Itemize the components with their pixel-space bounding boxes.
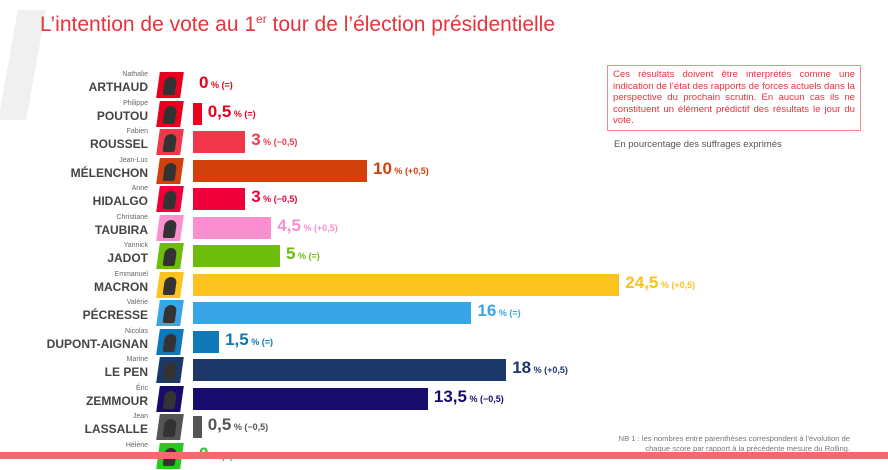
candidate-first-name: Anne	[131, 185, 148, 192]
candidate-photo	[156, 129, 184, 155]
candidate-photo	[156, 186, 184, 212]
candidate-first-name: Philippe	[123, 99, 148, 107]
data-label: 24,5 % (+0,5)	[625, 272, 696, 292]
candidate-last-name: ROUSSEL	[89, 137, 148, 151]
bar	[193, 387, 428, 410]
data-label: 1,5 % (=)	[225, 329, 273, 349]
page-title: L’intention de vote au 1er tour de l’éle…	[40, 12, 556, 36]
disclaimer-box: Ces résultats doivent être interprétés c…	[607, 65, 861, 131]
candidate-photo	[156, 357, 184, 383]
bar	[193, 359, 507, 381]
candidate-first-name: Fabien	[126, 128, 148, 135]
bar	[193, 245, 280, 267]
candidate-first-name: Valérie	[126, 299, 148, 306]
bar-row: Jean LASSALLE 0,5 % (−0,5)	[0, 413, 888, 441]
subtitle: En pourcentage des suffrages exprimés	[614, 139, 782, 150]
candidate-last-name: PÉCRESSE	[82, 308, 148, 322]
candidate-last-name: JADOT	[107, 251, 148, 265]
candidate-first-name: Emmanuel	[114, 270, 148, 278]
candidate-last-name: POUTOU	[96, 108, 148, 123]
candidate-first-name: Jean	[132, 413, 148, 420]
candidate-photo	[156, 271, 184, 298]
bar-row: Emmanuel MACRON 24,5 % (+0,5)	[0, 271, 888, 299]
candidate-photo	[156, 414, 184, 440]
data-label: 3 % (−0,5)	[251, 187, 298, 206]
candidate-last-name: ARTHAUD	[88, 80, 148, 94]
candidate-photo	[156, 157, 184, 184]
data-label: 13,5 % (−0,5)	[433, 386, 504, 406]
candidate-first-name: Nathalie	[122, 71, 148, 78]
bar-row: Éric ZEMMOUR 13,5 % (−0,5)	[0, 385, 888, 413]
candidate-photo	[156, 385, 184, 412]
data-label: 5 % (=)	[286, 244, 320, 263]
candidate-photo	[156, 328, 184, 355]
bar	[193, 188, 246, 210]
bar-row: Jean-Luc MÉLENCHON 10 % (+0,5)	[0, 157, 888, 185]
candidate-first-name: Marine	[126, 356, 148, 363]
bar-row: Christiane TAUBIRA 4,5 % (+0,5)	[0, 214, 888, 242]
bar-row: Fabien ROUSSEL 3 % (−0,5)	[0, 128, 888, 156]
candidate-photo	[156, 243, 184, 269]
data-label: 4,5 % (+0,5)	[277, 215, 338, 235]
candidate-last-name: LASSALLE	[84, 422, 148, 436]
candidate-last-name: DUPONT-AIGNAN	[46, 336, 148, 351]
bar-row: Yannick JADOT 5 % (=)	[0, 242, 888, 270]
bar-row: Valérie PÉCRESSE 16 % (=)	[0, 299, 888, 327]
footnote: NB 1 : les nombres entre parenthèses cor…	[618, 434, 850, 453]
bar-row: Nathalie ARTHAUD 0 % (=)	[0, 71, 888, 99]
data-label: 0 % (=)	[199, 73, 233, 92]
candidate-photo	[156, 100, 184, 127]
candidate-first-name: Nicolas	[125, 327, 148, 335]
data-label: 10 % (+0,5)	[373, 158, 429, 178]
bar	[193, 330, 220, 353]
bar	[193, 416, 202, 438]
candidate-last-name: HIDALGO	[92, 194, 148, 208]
bar	[193, 216, 272, 239]
bar	[193, 159, 367, 182]
candidate-first-name: Yannick	[123, 242, 148, 249]
bar-row: Anne HIDALGO 3 % (−0,5)	[0, 185, 888, 213]
footer-band	[0, 452, 888, 459]
candidate-photo	[156, 214, 184, 241]
candidate-last-name: ZEMMOUR	[86, 393, 148, 408]
data-label: 3 % (−0,5)	[251, 130, 298, 149]
candidate-photo	[156, 72, 184, 98]
data-label: 0,5 % (=)	[207, 101, 256, 121]
bar	[193, 302, 472, 324]
candidate-last-name: LE PEN	[104, 365, 148, 379]
candidate-first-name: Christiane	[116, 213, 148, 221]
candidate-first-name: Jean-Luc	[119, 156, 148, 164]
candidate-last-name: MÉLENCHON	[70, 165, 148, 180]
data-label: 0,5 % (−0,5)	[207, 415, 269, 434]
data-label: 16 % (=)	[477, 301, 521, 320]
bar	[193, 131, 246, 153]
bar-row: Philippe POUTOU 0,5 % (=)	[0, 100, 888, 128]
candidate-last-name: TAUBIRA	[94, 222, 148, 237]
candidate-first-name: Éric	[135, 384, 148, 392]
bar	[193, 273, 620, 296]
bar-row: Nicolas DUPONT-AIGNAN 1,5 % (=)	[0, 328, 888, 356]
candidate-first-name: Hélène	[125, 441, 148, 449]
bar-row: Marine LE PEN 18 % (+0,5)	[0, 356, 888, 384]
candidate-last-name: MACRON	[94, 279, 148, 294]
data-label: 18 % (+0,5)	[512, 358, 568, 377]
candidate-photo	[156, 300, 184, 326]
bar	[193, 102, 202, 125]
